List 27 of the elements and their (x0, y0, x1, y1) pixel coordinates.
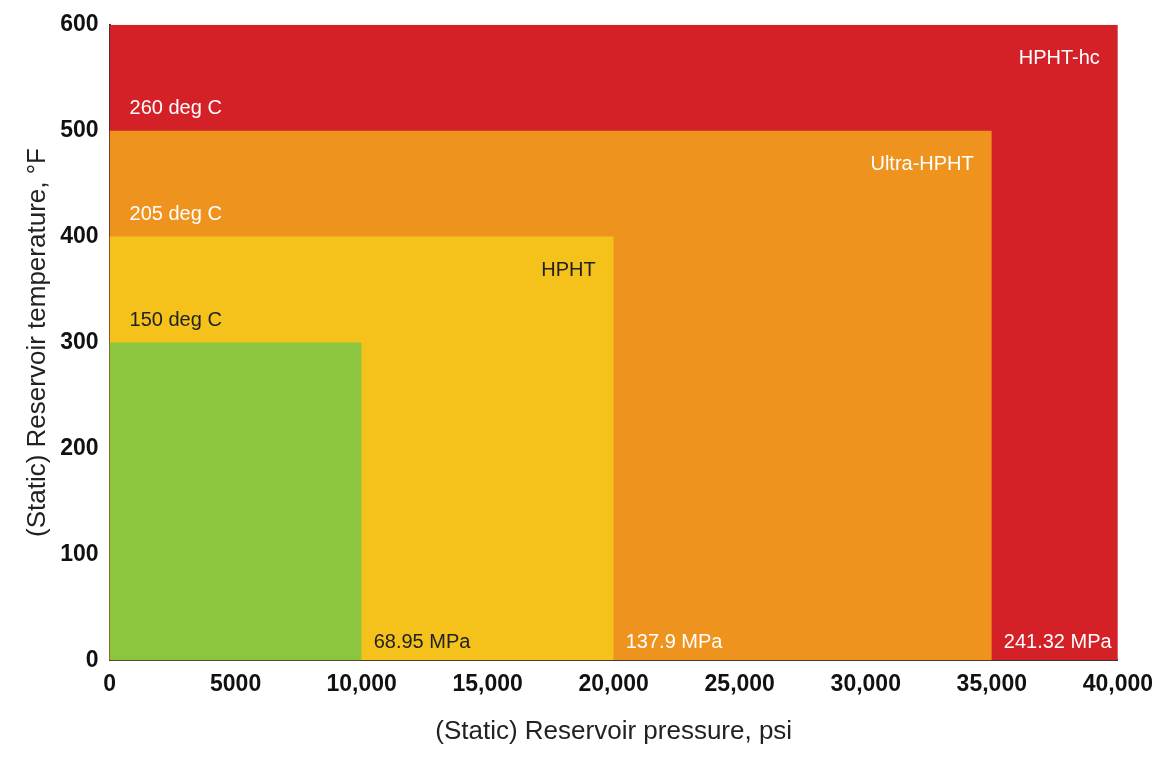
x-tick-label: 20,000 (578, 670, 649, 697)
x-axis-title: (Static) Reservoir pressure, psi (435, 714, 793, 745)
x-tick-label: 35,000 (956, 670, 1027, 697)
x-tick-label: 5000 (210, 670, 262, 697)
series-label: HPHT (541, 258, 596, 281)
annotation: 137.9 MPa (625, 629, 724, 652)
x-tick-label: 10,000 (326, 670, 397, 697)
y-tick-label: 200 (60, 433, 99, 460)
annotation: 68.95 MPa (373, 629, 472, 652)
y-axis-title: (Static) Reservoir temperature, °F (20, 148, 51, 537)
y-tick-label: 100 (60, 539, 99, 566)
x-tick-label: 30,000 (830, 670, 901, 697)
x-tick-label: 40,000 (1082, 670, 1154, 697)
annotation: 205 deg C (129, 202, 222, 225)
y-tick-label: 600 (60, 10, 99, 37)
y-tick-label: 300 (60, 327, 99, 354)
y-tick-label: 400 (60, 221, 99, 248)
y-tick-label: 500 (60, 116, 99, 143)
annotation: 241.32 MPa (1003, 629, 1113, 652)
x-tick-label: 15,000 (452, 670, 523, 697)
annotation: 150 deg C (129, 308, 222, 331)
x-tick-label: 0 (103, 670, 116, 697)
annotation: 260 deg C (129, 96, 222, 119)
y-tick-label: 0 (85, 645, 99, 672)
x-tick-label: 25,000 (704, 670, 775, 697)
series-label: HPHT-hc (1018, 46, 1100, 69)
series-label: Ultra-HPHT (870, 152, 974, 175)
